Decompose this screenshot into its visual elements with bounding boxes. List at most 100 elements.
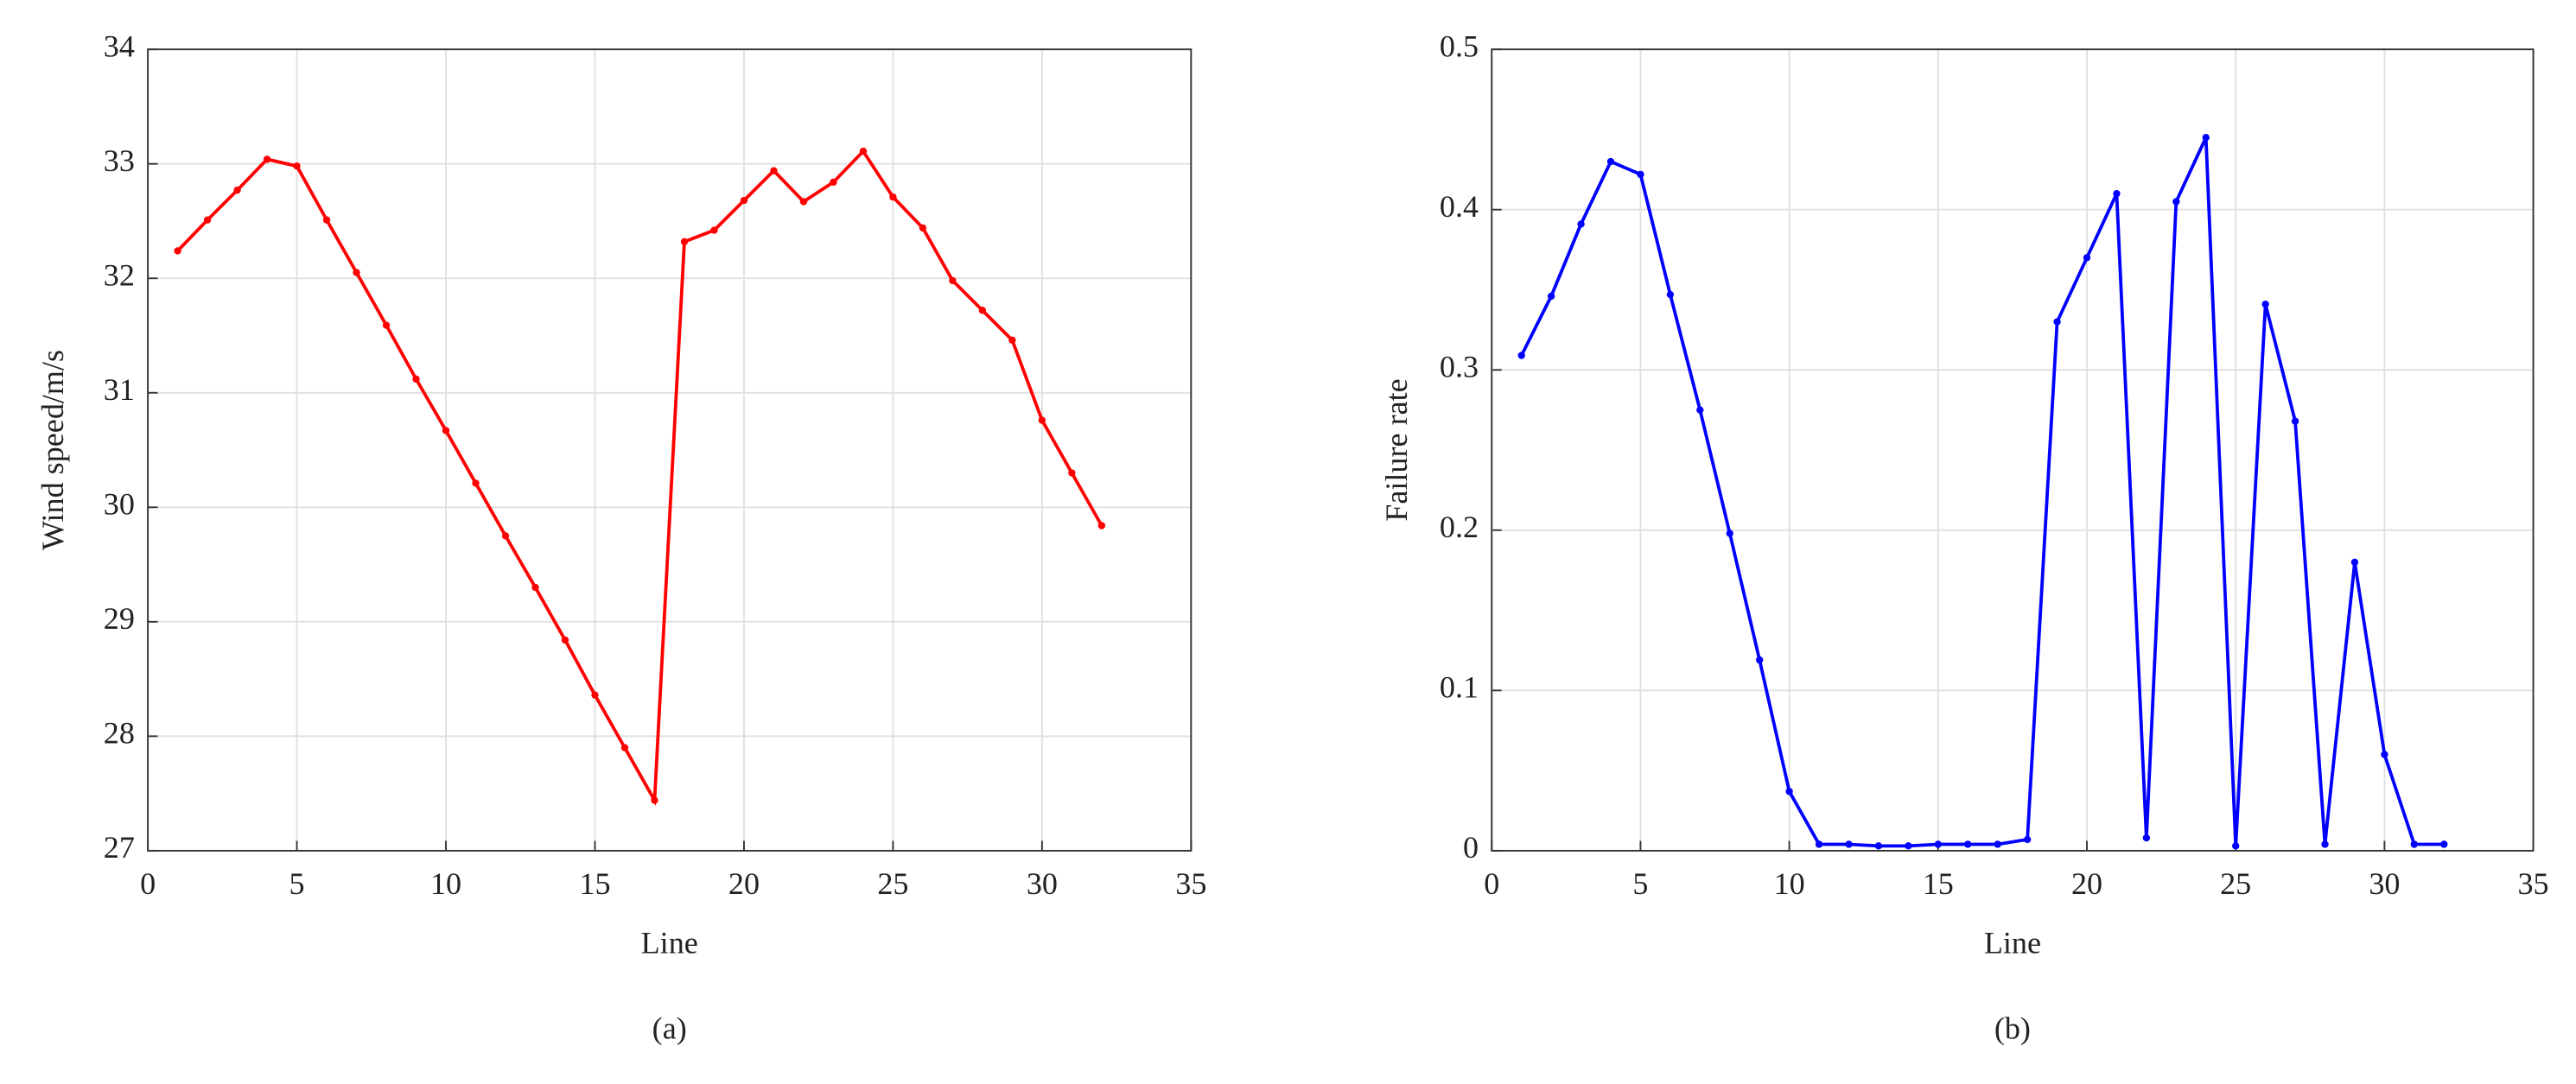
x-tick-label: 15 — [1923, 866, 1954, 901]
data-point — [2291, 417, 2299, 425]
data-point — [770, 167, 778, 174]
y-tick-label: 28 — [104, 716, 135, 751]
x-axis-label: Line — [641, 925, 698, 960]
y-tick-label: 29 — [104, 601, 135, 636]
data-point — [1517, 352, 1525, 359]
x-tick-label: 5 — [1632, 866, 1648, 901]
data-point — [949, 276, 957, 285]
data-point — [174, 247, 181, 255]
y-tick-label: 0.2 — [1440, 510, 1479, 544]
data-point — [1577, 220, 1585, 228]
plot-frame — [147, 48, 1193, 852]
data-point — [2083, 254, 2091, 262]
x-tick-label: 30 — [2369, 866, 2400, 901]
data-point — [978, 307, 987, 314]
data-point — [263, 155, 271, 163]
y-tick-label: 33 — [104, 143, 135, 178]
data-point — [2232, 842, 2240, 850]
data-point — [830, 178, 837, 187]
data-point — [1756, 656, 1764, 664]
data-point — [710, 226, 718, 234]
data-point — [1726, 529, 1733, 537]
data-point — [1606, 157, 1615, 166]
y-tick-label: 31 — [104, 372, 135, 407]
x-tick-label: 35 — [1175, 866, 1206, 901]
data-point — [2142, 834, 2151, 842]
x-axis-label: Line — [1984, 925, 2041, 960]
x-tick-label: 0 — [140, 866, 156, 901]
y-tick-label: 0 — [1463, 830, 1479, 865]
data-point — [1994, 840, 2001, 848]
y-axis-label: Failure rate — [1379, 378, 1414, 521]
y-tick-label: 0.3 — [1440, 350, 1479, 384]
data-point — [1845, 840, 1853, 848]
data-point — [442, 427, 450, 434]
data-point — [2172, 198, 2180, 206]
data-point — [2053, 318, 2061, 326]
data-point — [1038, 416, 1046, 424]
y-tick-label: 30 — [104, 487, 135, 522]
data-point — [2321, 840, 2329, 848]
y-tick-label: 0.4 — [1440, 189, 1479, 224]
x-tick-label: 10 — [1774, 866, 1805, 901]
data-point — [322, 216, 331, 224]
data-point — [1874, 842, 1883, 850]
data-point — [233, 186, 241, 194]
x-tick-label: 20 — [728, 866, 760, 901]
data-point — [1097, 522, 1106, 529]
data-point — [620, 744, 629, 751]
data-point — [1666, 290, 1675, 299]
y-axis-label: Wind speed/m/s — [35, 350, 70, 550]
data-point — [203, 216, 212, 224]
data-point — [651, 796, 658, 804]
data-point — [740, 196, 748, 205]
chart: 27 28 29 30 31 32 33 34 0 5 10 15 20 25 30 35 Line Wind s… — [35, 29, 1206, 1045]
x-tick-label: 15 — [579, 866, 610, 901]
data-point — [1068, 469, 1076, 477]
data-line — [1519, 136, 2445, 848]
y-tick-label: 0.5 — [1440, 29, 1479, 63]
x-tick-label: 35 — [2518, 866, 2549, 901]
x-tick-label: 30 — [1027, 866, 1058, 901]
data-point — [1637, 170, 1644, 179]
data-point — [1785, 788, 1793, 796]
y-tick-label: 27 — [104, 830, 135, 865]
data-point — [2350, 558, 2359, 567]
data-point — [561, 636, 569, 644]
x-tick-label: 5 — [289, 866, 305, 901]
y-tick-label: 34 — [104, 29, 135, 63]
data-point — [2113, 189, 2121, 198]
data-point — [293, 162, 301, 170]
x-tick-label: 10 — [430, 866, 461, 901]
data-point — [2440, 840, 2448, 848]
data-point — [1696, 406, 1704, 414]
data-point — [1905, 842, 1912, 850]
data-point — [859, 147, 868, 155]
chart: 0 0.1 0.2 0.3 0.4 0.5 0 5 10 15 20 25 30 35 Line Failur… — [1379, 29, 2549, 1045]
data-point — [412, 375, 420, 384]
data-point — [889, 193, 897, 201]
data-line — [176, 149, 1104, 807]
y-tick-label: 32 — [104, 258, 135, 293]
data-point — [472, 479, 480, 487]
x-tick-label: 0 — [1484, 866, 1499, 901]
plot-frame — [1491, 48, 2535, 852]
data-point — [531, 583, 539, 592]
x-tick-label: 25 — [2220, 866, 2251, 901]
data-point — [353, 269, 360, 276]
data-point — [1008, 336, 1016, 344]
panel-label: (b) — [1994, 1011, 2031, 1045]
x-tick-label: 20 — [2071, 866, 2102, 901]
data-point — [1815, 840, 1823, 848]
data-point — [799, 198, 808, 206]
panel-label: (a) — [652, 1011, 687, 1045]
data-point — [2261, 301, 2269, 308]
data-point — [501, 532, 510, 540]
data-point — [591, 691, 599, 699]
data-point — [919, 224, 927, 232]
data-point — [2023, 835, 2032, 844]
data-point — [1547, 292, 1555, 301]
x-tick-label: 25 — [877, 866, 908, 901]
